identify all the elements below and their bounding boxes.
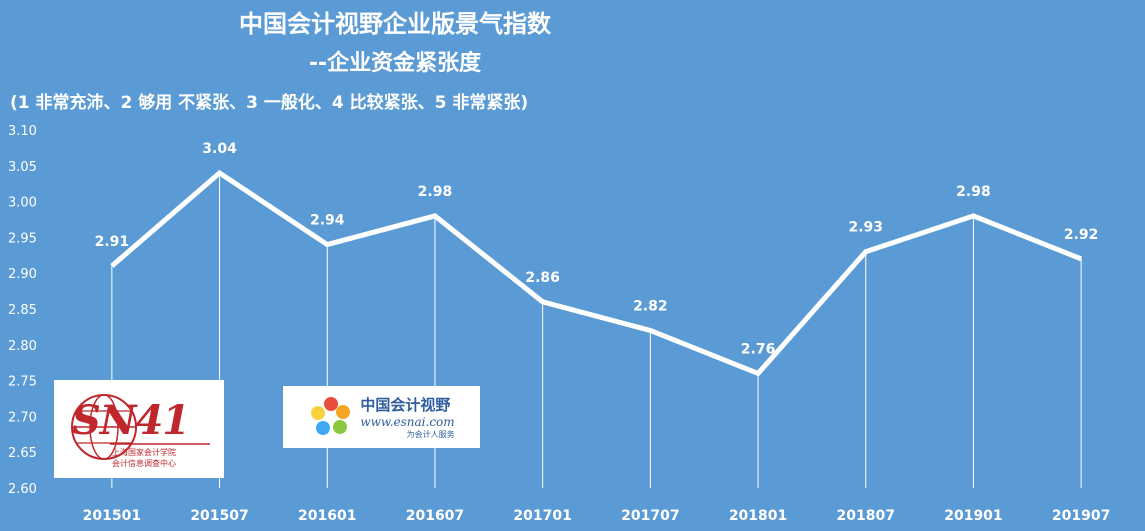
data-label: 3.04 bbox=[202, 141, 237, 157]
data-labels: 2.91 3.04 2.94 2.98 2.86 2.82 2.76 2.93 2.98 2.92 bbox=[95, 141, 1099, 357]
esnai-name: 中国会计视野 bbox=[360, 396, 451, 414]
x-tick-label: 201807 bbox=[837, 508, 895, 524]
x-axis: 201501 201507 201601 201607 201701 201707 2018… bbox=[83, 508, 1111, 524]
data-label: 2.91 bbox=[95, 234, 130, 250]
globe-icon bbox=[71, 394, 210, 460]
y-tick-label: 3.10 bbox=[8, 124, 37, 139]
sn41-line2: 会计信息调查中心 bbox=[112, 459, 176, 468]
chart-note: (1 非常充沛、2 够用 不紧张、3 一般化、4 比较紧张、5 非常紧张) bbox=[10, 92, 528, 113]
data-label: 2.98 bbox=[418, 184, 453, 200]
sn41-logo: SN41 上海国家会计学院 会计信息调查中心 bbox=[54, 380, 224, 478]
data-label: 2.98 bbox=[956, 184, 991, 200]
y-tick-label: 2.60 bbox=[8, 482, 37, 497]
x-tick-label: 201501 bbox=[83, 508, 141, 524]
data-label: 2.93 bbox=[848, 220, 883, 236]
sn41-mark: SN41 bbox=[72, 397, 190, 444]
y-tick-label: 2.75 bbox=[8, 375, 37, 390]
x-tick-label: 201701 bbox=[513, 508, 571, 524]
data-label: 2.86 bbox=[525, 270, 560, 286]
data-label: 2.94 bbox=[310, 213, 345, 229]
y-tick-label: 2.80 bbox=[8, 339, 37, 354]
x-tick-label: 201607 bbox=[406, 508, 464, 524]
data-label: 2.76 bbox=[741, 341, 776, 357]
y-tick-label: 2.85 bbox=[8, 303, 37, 318]
x-tick-label: 201801 bbox=[729, 508, 787, 524]
series-layer bbox=[110, 169, 1083, 377]
data-label: 2.92 bbox=[1064, 227, 1099, 243]
y-tick-label: 2.65 bbox=[8, 446, 37, 461]
y-tick-label: 3.05 bbox=[8, 160, 37, 175]
y-axis: 2.60 2.65 2.70 2.75 2.80 2.85 2.90 2.95 3.00 3.05… bbox=[8, 124, 37, 497]
x-tick-label: 201907 bbox=[1052, 508, 1110, 524]
x-tick-label: 201707 bbox=[621, 508, 679, 524]
y-tick-label: 2.70 bbox=[8, 410, 37, 425]
x-tick-label: 201507 bbox=[190, 508, 248, 524]
data-label: 2.82 bbox=[633, 298, 668, 314]
esnai-slogan: 为会计人服务 bbox=[406, 430, 455, 439]
y-tick-label: 3.00 bbox=[8, 196, 37, 211]
esnai-url: www.esnai.com bbox=[360, 415, 455, 429]
x-tick-label: 201601 bbox=[298, 508, 356, 524]
x-tick-label: 201901 bbox=[944, 508, 1002, 524]
chart-title: 中国会计视野企业版景气指数 bbox=[239, 10, 552, 38]
flower-icon bbox=[311, 397, 351, 435]
drop-lines bbox=[111, 172, 1082, 488]
y-tick-label: 2.90 bbox=[8, 267, 37, 282]
y-tick-label: 2.95 bbox=[8, 231, 37, 246]
esnai-logo: 中国会计视野 www.esnai.com 为会计人服务 bbox=[283, 386, 480, 448]
sn41-line1: 上海国家会计学院 bbox=[112, 448, 176, 457]
chart-subtitle: --企业资金紧张度 bbox=[309, 50, 482, 76]
series-line bbox=[110, 169, 1083, 377]
